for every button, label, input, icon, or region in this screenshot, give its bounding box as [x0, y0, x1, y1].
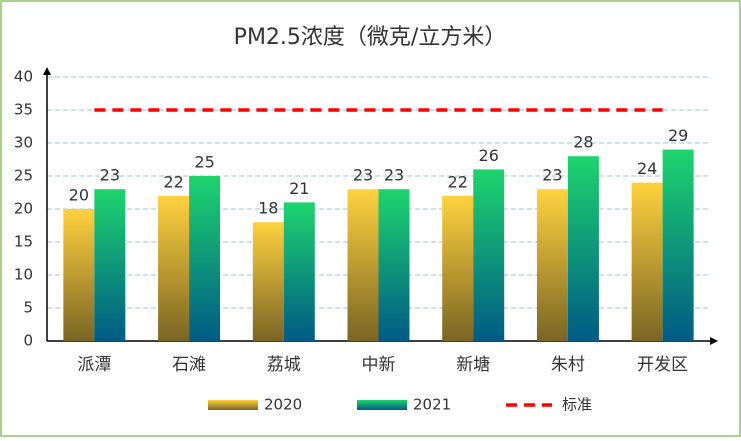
- y-tick-label: 25: [14, 167, 33, 185]
- bar: [567, 156, 599, 341]
- data-label: 23: [542, 166, 562, 185]
- x-tick-label: 石滩: [172, 355, 206, 375]
- chart-title: PM2.5浓度（微克/立方米）: [234, 25, 507, 50]
- legend-label: 2020: [264, 396, 302, 414]
- x-tick-label: 开发区: [637, 355, 688, 375]
- x-tick-label: 派潭: [77, 355, 111, 375]
- bar: [347, 189, 379, 341]
- bar: [378, 189, 410, 341]
- data-label: 23: [384, 166, 404, 185]
- y-tick-label: 10: [14, 266, 33, 284]
- bar: [158, 195, 190, 341]
- data-label: 23: [100, 166, 120, 185]
- data-label: 23: [353, 166, 373, 185]
- bar: [473, 169, 505, 341]
- bar: [94, 189, 126, 341]
- data-label: 22: [448, 172, 468, 191]
- bar: [662, 149, 694, 341]
- x-axis-arrow: [710, 337, 718, 345]
- y-tick-label: 0: [23, 332, 33, 350]
- legend-swatch: [208, 400, 258, 410]
- bar: [631, 182, 663, 341]
- bar: [63, 209, 95, 341]
- x-tick-label: 新塘: [456, 355, 490, 375]
- y-tick-label: 5: [23, 299, 33, 317]
- y-axis-arrow: [43, 67, 51, 75]
- y-tick-label: 20: [14, 200, 33, 218]
- data-label: 18: [258, 199, 278, 218]
- data-label: 28: [573, 133, 593, 152]
- legend-swatch: [357, 400, 407, 410]
- data-label: 22: [163, 172, 183, 191]
- data-label: 26: [479, 146, 499, 165]
- y-tick-label: 15: [14, 233, 33, 251]
- legend-label: 2021: [413, 396, 451, 414]
- data-label: 20: [69, 186, 89, 205]
- bar: [442, 195, 474, 341]
- bar: [252, 222, 284, 341]
- legend-label: 标准: [562, 396, 592, 414]
- y-tick-label: 30: [14, 134, 33, 152]
- data-label: 29: [668, 126, 688, 145]
- y-tick-label: 40: [14, 68, 33, 86]
- data-label: 25: [194, 153, 214, 172]
- x-tick-label: 朱村: [551, 355, 585, 375]
- x-tick-label: 中新: [362, 355, 396, 375]
- bar: [283, 202, 315, 341]
- data-label: 21: [289, 179, 309, 198]
- x-tick-label: 荔城: [267, 355, 301, 375]
- y-tick-label: 35: [14, 101, 33, 119]
- data-label: 24: [637, 159, 657, 178]
- bar: [536, 189, 568, 341]
- bar: [189, 176, 221, 341]
